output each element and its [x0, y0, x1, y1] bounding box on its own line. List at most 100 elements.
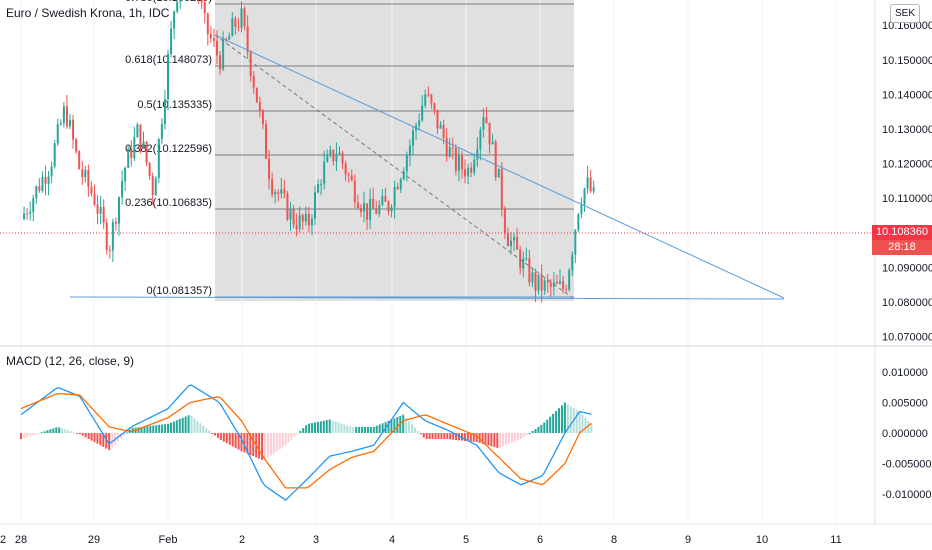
- candle-body: [114, 221, 117, 224]
- candle-body: [252, 75, 255, 88]
- macd-histogram-bar: [555, 411, 558, 433]
- macd-histogram-bar: [37, 433, 40, 434]
- price-tick-label: 10.080000: [882, 297, 932, 309]
- macd-histogram-bar: [202, 425, 205, 433]
- candle-body: [209, 33, 212, 39]
- macd-histogram-bar: [237, 433, 240, 450]
- candle-body: [87, 169, 90, 187]
- macd-histogram-bar: [281, 433, 284, 448]
- candle-body: [65, 106, 68, 127]
- currency-badge[interactable]: SEK: [890, 4, 920, 23]
- candle-body: [323, 161, 326, 184]
- macd-histogram-bar: [525, 433, 528, 436]
- candle-body: [38, 186, 41, 191]
- macd-histogram-bar: [108, 433, 111, 451]
- macd-histogram-bar: [516, 433, 519, 441]
- candle-body: [451, 147, 454, 149]
- candle-body: [574, 230, 577, 255]
- macd-histogram-bar: [69, 431, 72, 433]
- candle-body: [522, 258, 525, 269]
- macd-histogram-bar: [146, 426, 149, 433]
- macd-histogram-bar: [372, 426, 375, 433]
- macd-histogram-bar: [452, 433, 455, 440]
- price-axis[interactable]: 10.070000 10.080000 10.090000 10.110000 10.1…: [882, 20, 932, 343]
- macd-histogram-bar: [478, 433, 481, 443]
- time-axis[interactable]: 28 29 Feb 2 3 4 5 6 8 9 10 11 12: [0, 534, 842, 546]
- candle-body: [457, 155, 460, 171]
- candle-body: [418, 120, 421, 126]
- macd-histogram-bar: [355, 426, 358, 433]
- macd-histogram-bar: [84, 433, 87, 438]
- macd-histogram-bar: [125, 432, 128, 434]
- macd-histogram-bar: [502, 433, 505, 447]
- macd-histogram-bar: [408, 421, 411, 433]
- candle-body: [583, 188, 586, 205]
- trendline-support[interactable]: [69, 296, 785, 300]
- last-price-tag: 10.108360 28:18: [872, 225, 932, 255]
- candle-body: [470, 167, 473, 173]
- macd-histogram-bar: [269, 433, 272, 456]
- candle-body: [445, 137, 448, 157]
- candle-body: [467, 167, 470, 177]
- candle-body: [589, 177, 592, 192]
- macd-histogram-bar: [493, 433, 496, 448]
- macd-histogram-bar: [343, 424, 346, 433]
- macd-histogram-bar: [20, 433, 22, 440]
- macd-histogram-bar: [484, 433, 487, 445]
- macd-histogram-bar: [240, 433, 243, 452]
- macd-histogram-bar: [140, 426, 143, 433]
- signal-line: [20, 392, 592, 489]
- macd-histogram-bar: [463, 433, 466, 441]
- macd-histogram-bar: [261, 433, 264, 460]
- candle-body: [167, 54, 169, 100]
- macd-histogram-bar: [349, 426, 352, 433]
- price-tick-label: 10.090000: [882, 262, 932, 274]
- macd-axis[interactable]: 0.010000 0.005000 0.000000 -0.005000 -0.0100…: [882, 367, 932, 501]
- trendline-upper[interactable]: [214, 34, 785, 299]
- macd-histogram-bar: [319, 421, 322, 433]
- macd-histogram-bar: [193, 418, 196, 433]
- macd-histogram-bar: [264, 433, 267, 460]
- macd-histogram-bar: [49, 429, 52, 433]
- candle-body: [381, 196, 384, 205]
- macd-histogram-bar: [90, 433, 93, 441]
- macd-histogram-bar: [569, 406, 572, 433]
- macd-histogram-bar: [275, 433, 278, 452]
- macd-histogram-bar: [164, 424, 167, 433]
- candle-body: [562, 281, 565, 289]
- candle-body: [497, 168, 500, 178]
- macd-histogram-bar: [55, 427, 58, 433]
- candle-body: [271, 179, 274, 195]
- candle-body: [586, 177, 589, 189]
- macd-histogram-bar: [560, 405, 563, 433]
- macd-histogram-bar: [466, 433, 469, 442]
- candle-body: [476, 148, 479, 160]
- macd-histogram-bar: [366, 426, 369, 433]
- candle-body: [402, 171, 405, 180]
- candle-body: [338, 152, 341, 155]
- macd-histogram-bar: [205, 428, 208, 433]
- candle-body: [108, 250, 111, 252]
- macd-histogram-bar: [178, 418, 181, 433]
- macd-histogram-bar: [528, 433, 531, 434]
- macd-histogram-bar: [469, 433, 472, 442]
- time-tick-label: 3: [313, 534, 319, 546]
- macd-histogram-bar: [566, 404, 569, 433]
- candle-body: [366, 203, 369, 220]
- macd-histogram-bar: [58, 427, 61, 433]
- macd-histogram-bar: [296, 433, 299, 434]
- fib-diagonal[interactable]: [214, 34, 575, 300]
- candle-body: [304, 213, 307, 222]
- macd-histogram-bar: [175, 420, 178, 433]
- candle-body: [424, 94, 427, 106]
- macd-histogram-bar: [422, 433, 425, 438]
- macd-histogram-bar: [287, 433, 290, 443]
- time-tick-label: 10: [756, 534, 768, 546]
- candle-body: [212, 38, 215, 41]
- candle-body: [359, 207, 362, 212]
- candle-body: [200, 0, 203, 3]
- macd-histogram-bar: [508, 433, 511, 444]
- macd-histogram-bar: [587, 420, 590, 433]
- macd-histogram-bar: [111, 433, 114, 448]
